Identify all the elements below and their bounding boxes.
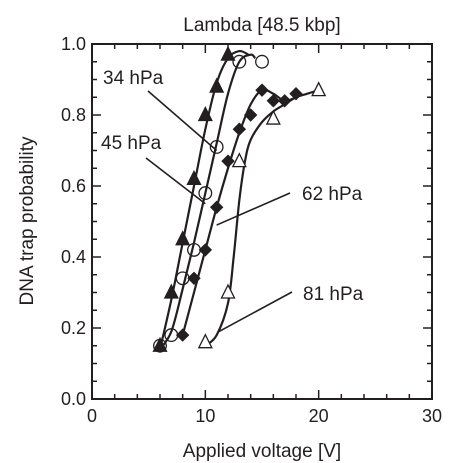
chart-title: Lambda [48.5 kbp] <box>183 15 340 36</box>
annotation-leaders <box>145 90 293 333</box>
y-tick-label: 0.6 <box>61 176 86 196</box>
y-axis-title: DNA trap probability <box>17 136 38 305</box>
x-axis-title: Applied voltage [V] <box>183 441 341 462</box>
annotation-leader-line <box>145 157 206 205</box>
data-point-series-3 <box>197 333 213 349</box>
annotation-label: 62 hPa <box>302 184 363 205</box>
data-point-series-0 <box>163 283 179 299</box>
annotation-label: 81 hPa <box>303 284 364 305</box>
y-tick-label: 1.0 <box>61 34 86 54</box>
data-point-series-1 <box>232 54 247 69</box>
fit-curve-series-0 <box>158 49 249 350</box>
annotation-label: 45 hPa <box>101 133 162 154</box>
data-point-series-2 <box>187 271 201 286</box>
annotations: 34 hPa 45 hPa 62 hPa 81 hPa <box>101 68 364 305</box>
data-point-series-0 <box>209 77 225 93</box>
x-tick-label: 0 <box>87 406 97 426</box>
y-tick-label: 0.8 <box>61 105 86 125</box>
data-point-series-2 <box>209 200 224 215</box>
data-point-series-3 <box>265 109 281 125</box>
data-point-series-2 <box>221 154 235 168</box>
data-point-series-2 <box>175 328 190 342</box>
data-point-series-2 <box>289 86 303 101</box>
data-point-series-0 <box>175 230 191 246</box>
data-point-series-2 <box>243 108 258 122</box>
x-tick-label: 20 <box>309 406 329 426</box>
data-point-series-2 <box>198 243 213 257</box>
data-point-series-0 <box>220 45 236 61</box>
data-point-series-2 <box>232 122 247 136</box>
data-point-series-1 <box>153 338 167 353</box>
annotation-leader-line <box>147 90 218 152</box>
data-point-series-2 <box>266 94 281 108</box>
axis-ticks: 0 10 20 30 0.0 0.2 0.4 0.6 0.8 1.0 <box>61 34 442 426</box>
plot-frame <box>91 43 433 400</box>
data-point-series-0 <box>186 169 202 186</box>
data-point-series-1 <box>198 186 213 201</box>
data-point-series-0 <box>197 106 213 122</box>
data-point-series-1 <box>209 139 224 154</box>
data-point-series-1 <box>175 271 190 286</box>
data-point-series-2 <box>255 83 269 97</box>
x-tick-label: 10 <box>195 406 215 426</box>
data-point-series-1 <box>255 54 269 69</box>
data-markers <box>152 45 327 353</box>
fit-curve-series-1 <box>159 53 257 350</box>
x-tick-label: 30 <box>422 406 442 426</box>
data-point-series-2 <box>277 94 292 108</box>
y-tick-label: 0.4 <box>61 247 86 267</box>
data-point-series-0 <box>152 336 168 352</box>
annotation-label: 34 hPa <box>103 68 164 89</box>
data-point-series-3 <box>220 283 236 299</box>
annotation-leader-line <box>216 192 291 226</box>
data-point-series-3 <box>311 81 327 97</box>
data-point-series-3 <box>231 152 247 168</box>
annotation-leader-line <box>218 291 293 333</box>
y-tick-label: 0.2 <box>61 318 86 338</box>
y-tick-label: 0.0 <box>61 389 86 409</box>
